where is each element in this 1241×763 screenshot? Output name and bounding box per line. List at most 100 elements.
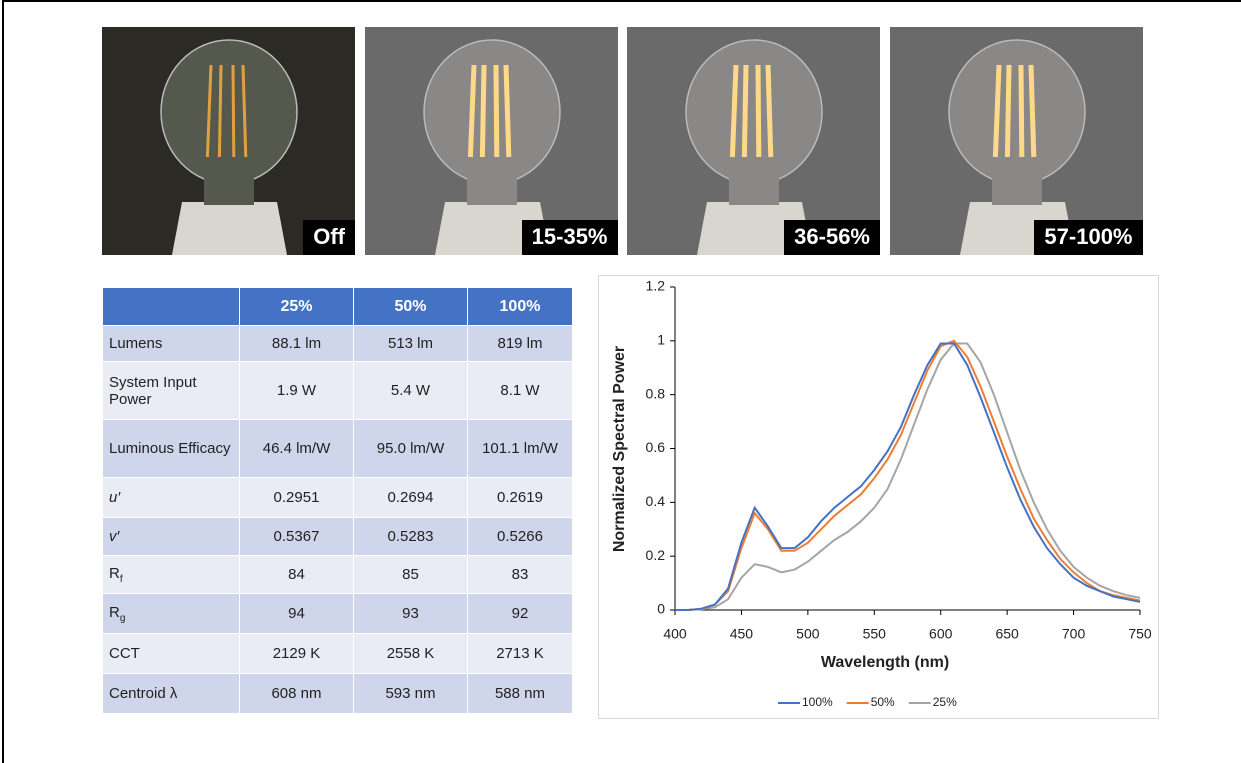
photo-label: 57-100% bbox=[1034, 220, 1142, 255]
page: Off15-35%36-56%57-100% 25%50%100%Lumens8… bbox=[0, 0, 1241, 763]
x-tick-label: 550 bbox=[863, 626, 887, 642]
cell: 513 lm bbox=[354, 326, 468, 362]
bulb-glass bbox=[949, 40, 1085, 184]
x-axis-label: Wavelength (nm) bbox=[821, 654, 949, 671]
y-axis-label: Normalized Spectral Power bbox=[611, 346, 628, 552]
cell: 46.4 lm/W bbox=[240, 420, 354, 478]
y-tick-label: 0 bbox=[657, 601, 665, 617]
row-label: Lumens bbox=[103, 326, 240, 362]
table-row: System Input Power 1.9 W5.4 W8.1 W bbox=[103, 362, 573, 420]
bulb-neck bbox=[729, 167, 779, 205]
row-label-text: System Input Power bbox=[109, 374, 197, 408]
cell: 2129 K bbox=[240, 634, 354, 674]
column-header: 100% bbox=[468, 288, 573, 326]
cell: 2713 K bbox=[468, 634, 573, 674]
cell: 588 nm bbox=[468, 674, 573, 714]
row-label-text: Lumens bbox=[109, 335, 162, 352]
y-tick-label: 1 bbox=[657, 332, 665, 348]
chart: Wavelength (nm) Normalized Spectral Powe… bbox=[598, 275, 1159, 719]
row-label-subscript: g bbox=[120, 613, 126, 624]
cell: 593 nm bbox=[354, 674, 468, 714]
row-label-text: Centroid λ bbox=[109, 685, 177, 702]
cell: 819 lm bbox=[468, 326, 573, 362]
x-tick-label: 700 bbox=[1062, 626, 1086, 642]
cell: 0.5266 bbox=[468, 518, 573, 556]
filament bbox=[482, 65, 484, 157]
filament bbox=[1021, 65, 1022, 157]
filament bbox=[1031, 65, 1034, 157]
y-tick-label: 0.2 bbox=[646, 547, 666, 563]
legend-label: 25% bbox=[933, 695, 957, 709]
x-tick-label: 750 bbox=[1128, 626, 1152, 642]
cell: 0.5283 bbox=[354, 518, 468, 556]
cell: 85 bbox=[354, 556, 468, 594]
x-tick-label: 500 bbox=[796, 626, 820, 642]
column-header: 25% bbox=[240, 288, 354, 326]
bulb-glass bbox=[424, 40, 560, 184]
cell: 84 bbox=[240, 556, 354, 594]
filament bbox=[219, 65, 221, 157]
photo: 36-56% bbox=[627, 27, 880, 255]
cell: 5.4 W bbox=[354, 362, 468, 420]
bulb-neck bbox=[467, 167, 517, 205]
bulb-neck bbox=[992, 167, 1042, 205]
row-label: Rg bbox=[103, 594, 240, 634]
cell: 88.1 lm bbox=[240, 326, 354, 362]
cell: 608 nm bbox=[240, 674, 354, 714]
cell: 83 bbox=[468, 556, 573, 594]
cell: 0.2951 bbox=[240, 478, 354, 518]
row-label: Luminous Efficacy bbox=[103, 420, 240, 478]
row-label: Centroid λ bbox=[103, 674, 240, 714]
cell: 95.0 lm/W bbox=[354, 420, 468, 478]
row-label: v′ bbox=[103, 518, 240, 556]
row-label-text: CCT bbox=[109, 645, 140, 662]
chart-frame bbox=[599, 276, 1159, 719]
cell: 2558 K bbox=[354, 634, 468, 674]
cell: 92 bbox=[468, 594, 573, 634]
socket bbox=[172, 202, 287, 255]
row-label-text: Luminous Efficacy bbox=[109, 440, 230, 457]
x-tick-label: 650 bbox=[995, 626, 1019, 642]
filament bbox=[496, 65, 497, 157]
row-label: Rf bbox=[103, 556, 240, 594]
y-tick-label: 1.2 bbox=[646, 278, 666, 294]
y-tick-label: 0.4 bbox=[646, 493, 666, 509]
x-tick-label: 400 bbox=[663, 626, 687, 642]
legend-label: 100% bbox=[802, 695, 833, 709]
cell: 1.9 W bbox=[240, 362, 354, 420]
cell: 101.1 lm/W bbox=[468, 420, 573, 478]
row-label-text: R bbox=[109, 565, 120, 582]
cell: 0.2619 bbox=[468, 478, 573, 518]
filament bbox=[1007, 65, 1009, 157]
header-corner bbox=[103, 288, 240, 326]
row-label: CCT bbox=[103, 634, 240, 674]
filament bbox=[768, 65, 771, 157]
bulb-glass bbox=[686, 40, 822, 184]
filament bbox=[744, 65, 746, 157]
x-tick-label: 450 bbox=[730, 626, 754, 642]
cell: 8.1 W bbox=[468, 362, 573, 420]
header-row: 25%50%100% bbox=[103, 288, 573, 326]
x-tick-label: 600 bbox=[929, 626, 953, 642]
photo: Off bbox=[102, 27, 355, 255]
photo: 15-35% bbox=[365, 27, 618, 255]
cell: 0.5367 bbox=[240, 518, 354, 556]
filament bbox=[506, 65, 509, 157]
legend-label: 50% bbox=[871, 695, 895, 709]
y-tick-label: 0.8 bbox=[646, 385, 666, 401]
photo-label: 36-56% bbox=[784, 220, 880, 255]
row-label: System Input Power bbox=[103, 362, 240, 420]
photo: 57-100% bbox=[890, 27, 1143, 255]
row-label-text: u′ bbox=[109, 489, 120, 506]
bulb-glass bbox=[161, 40, 297, 184]
filament bbox=[233, 65, 234, 157]
bulb-neck bbox=[204, 167, 254, 205]
row-label: u′ bbox=[103, 478, 240, 518]
